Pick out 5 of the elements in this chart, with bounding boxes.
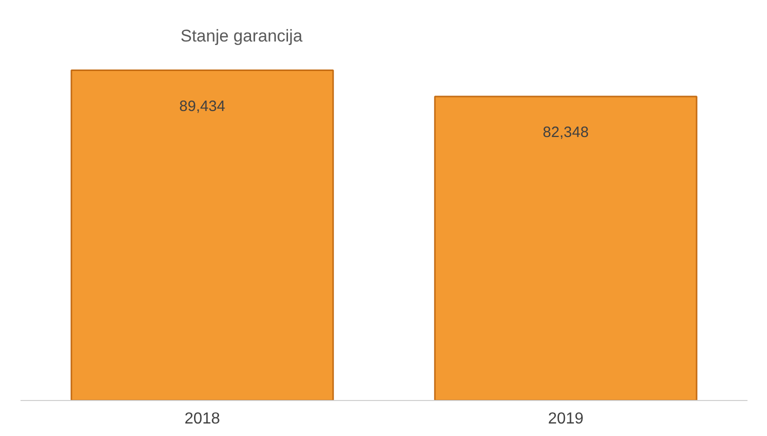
chart-title: Stanje garancija xyxy=(180,26,303,46)
data-label: 82,348 xyxy=(542,124,589,141)
data-label: 89,434 xyxy=(179,98,226,115)
x-tick-label: 2019 xyxy=(548,410,584,428)
x-tick-label: 2018 xyxy=(184,410,220,428)
